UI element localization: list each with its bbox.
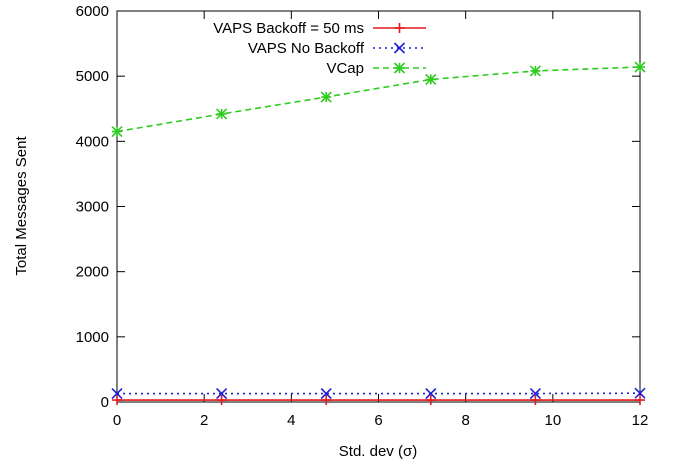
x-tick-label: 0 xyxy=(113,412,121,429)
data-point xyxy=(216,395,227,406)
data-point xyxy=(111,387,123,400)
y-tick-label: 6000 xyxy=(76,3,109,20)
series-layer xyxy=(111,61,646,406)
plot-area xyxy=(116,10,641,403)
legend-marker xyxy=(394,23,405,33)
data-point xyxy=(320,91,332,103)
legend-entry: VAPS Backoff = 50 ms xyxy=(213,20,426,37)
legend-label: VCap xyxy=(326,60,364,77)
legend-marker xyxy=(393,62,406,74)
series-1 xyxy=(112,395,645,406)
x-tick-label: 10 xyxy=(544,412,561,429)
y-axis-ticks: 0 1000 2000 3000 4000 5000 6000 xyxy=(76,3,640,411)
data-point xyxy=(635,395,645,406)
y-tick-label: 5000 xyxy=(76,68,109,85)
y-tick-label: 1000 xyxy=(76,329,109,346)
x-tick-label: 12 xyxy=(632,412,649,429)
x-tick-label: 2 xyxy=(200,412,208,429)
data-point xyxy=(112,395,122,406)
y-tick-label: 0 xyxy=(101,394,109,411)
x-axis-label: Std. dev (σ) xyxy=(339,443,417,460)
legend-entry: VCap xyxy=(326,60,426,77)
legend-label: VAPS No Backoff xyxy=(248,40,365,57)
data-point xyxy=(216,108,228,120)
legend-marker xyxy=(393,42,406,54)
data-point xyxy=(529,387,541,400)
data-point xyxy=(425,395,436,406)
series-3 xyxy=(111,61,646,138)
x-tick-label: 6 xyxy=(374,412,382,429)
data-point xyxy=(529,65,541,77)
x-tick-label: 8 xyxy=(461,412,469,429)
data-point xyxy=(321,395,332,406)
y-tick-label: 3000 xyxy=(76,199,109,216)
x-axis-ticks: 0 2 4 6 8 10 12 xyxy=(113,11,649,429)
legend-label: VAPS Backoff = 50 ms xyxy=(213,20,364,37)
data-point xyxy=(530,395,541,406)
y-tick-label: 4000 xyxy=(76,133,109,150)
data-point xyxy=(634,61,646,73)
legend: VAPS Backoff = 50 ms VAPS No Backoff VCap xyxy=(213,20,426,77)
data-point xyxy=(111,125,123,138)
series-2 xyxy=(111,387,646,400)
legend-entry: VAPS No Backoff xyxy=(248,40,426,57)
data-point xyxy=(425,73,437,85)
series-line xyxy=(116,66,641,133)
data-point xyxy=(216,387,228,400)
x-tick-label: 4 xyxy=(287,412,295,429)
y-axis-label: Total Messages Sent xyxy=(13,136,30,276)
data-point xyxy=(320,387,332,400)
data-point xyxy=(634,387,646,399)
y-tick-label: 2000 xyxy=(76,264,109,281)
data-point xyxy=(425,387,437,400)
